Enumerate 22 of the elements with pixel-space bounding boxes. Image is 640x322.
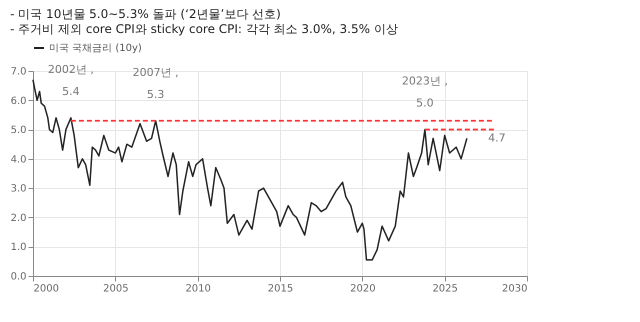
y-tick-label: 7.0: [10, 66, 26, 78]
chart-subtitle: - 주거비 제외 core CPI와 sticky core CPI: 각각 최소 3.0%, 3.5% 이상: [10, 22, 398, 36]
x-tick-label: 2010: [185, 284, 211, 294]
y-tick-label: 4.0: [10, 154, 26, 166]
annotation: 2002년 , 5.4: [48, 62, 94, 98]
x-tick-label: 2000: [34, 284, 59, 294]
y-tick-label: 5.0: [10, 125, 26, 136]
x-tick-label: 2020: [350, 284, 376, 294]
annotation: 2007년 , 5.3: [132, 66, 179, 101]
y-tick-label: 3.0: [10, 184, 26, 195]
annotation: 4.7: [488, 131, 506, 144]
y-tick-label: 0.0: [10, 272, 26, 282]
y-tick-label: 6.0: [10, 96, 26, 107]
legend-label: 미국 국채금리 (10y): [49, 43, 142, 54]
y-tick-label: 2.0: [10, 212, 26, 224]
x-tick-label: 2030: [502, 284, 528, 294]
annotation: 2023년 , 5.0: [402, 74, 448, 110]
x-tick-label: 2025: [432, 284, 458, 294]
x-tick-label: 2015: [268, 284, 294, 294]
y-tick-label: 1.0: [10, 242, 26, 254]
chart-title: - 미국 10년물 5.0~5.3% 돌파 (‘2년물’보다 선호): [10, 7, 281, 21]
x-tick-label: 2005: [103, 284, 129, 294]
